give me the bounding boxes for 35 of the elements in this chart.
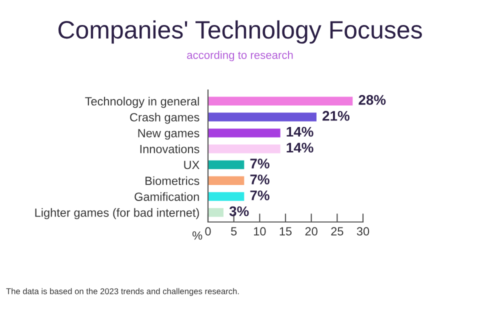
chart-title: Companies' Technology Focuses: [58, 20, 422, 44]
text: The data is based on the 2023 trends and challenges research.: [6, 288, 239, 296]
x-tick-label: 5: [231, 227, 237, 236]
x-axis-title: %: [192, 231, 202, 240]
x-tick-label: 0: [205, 227, 211, 236]
bar: [208, 176, 244, 186]
y-tick-label: UX: [184, 160, 200, 170]
y-tick-label: Lighter games (for bad internet): [35, 208, 199, 220]
y-tick-label: Technology in general: [85, 96, 199, 108]
x-tick-label: 30: [356, 227, 370, 236]
x-tick-label: 20: [305, 227, 318, 236]
data-label: 28%: [358, 95, 386, 105]
bar: [208, 96, 353, 106]
bar: [208, 112, 316, 122]
data-label: 7%: [250, 174, 270, 184]
bar: [208, 208, 224, 217]
chart-subtitle: according to research: [187, 50, 293, 62]
bar: [208, 128, 280, 138]
y-tick-label: Gamification: [134, 192, 199, 201]
x-tick-label: 25: [331, 227, 344, 236]
data-label: 14%: [286, 142, 314, 153]
x-tick-label: 15: [280, 227, 292, 236]
data-label: 7%: [250, 158, 270, 168]
data-label: 3%: [229, 206, 249, 216]
y-tick-label: Biometrics: [146, 176, 200, 186]
bar: [208, 192, 244, 201]
y-tick-label: Crash games: [130, 112, 200, 124]
y-tick-label: New games: [138, 129, 200, 140]
x-tick-label: 10: [254, 227, 266, 236]
y-tick-label: Innovations: [140, 144, 200, 154]
bar: [208, 144, 280, 154]
data-label: 14%: [286, 126, 314, 137]
data-label: 7%: [250, 190, 270, 200]
data-label: 21%: [322, 110, 350, 121]
bar: [208, 160, 244, 170]
